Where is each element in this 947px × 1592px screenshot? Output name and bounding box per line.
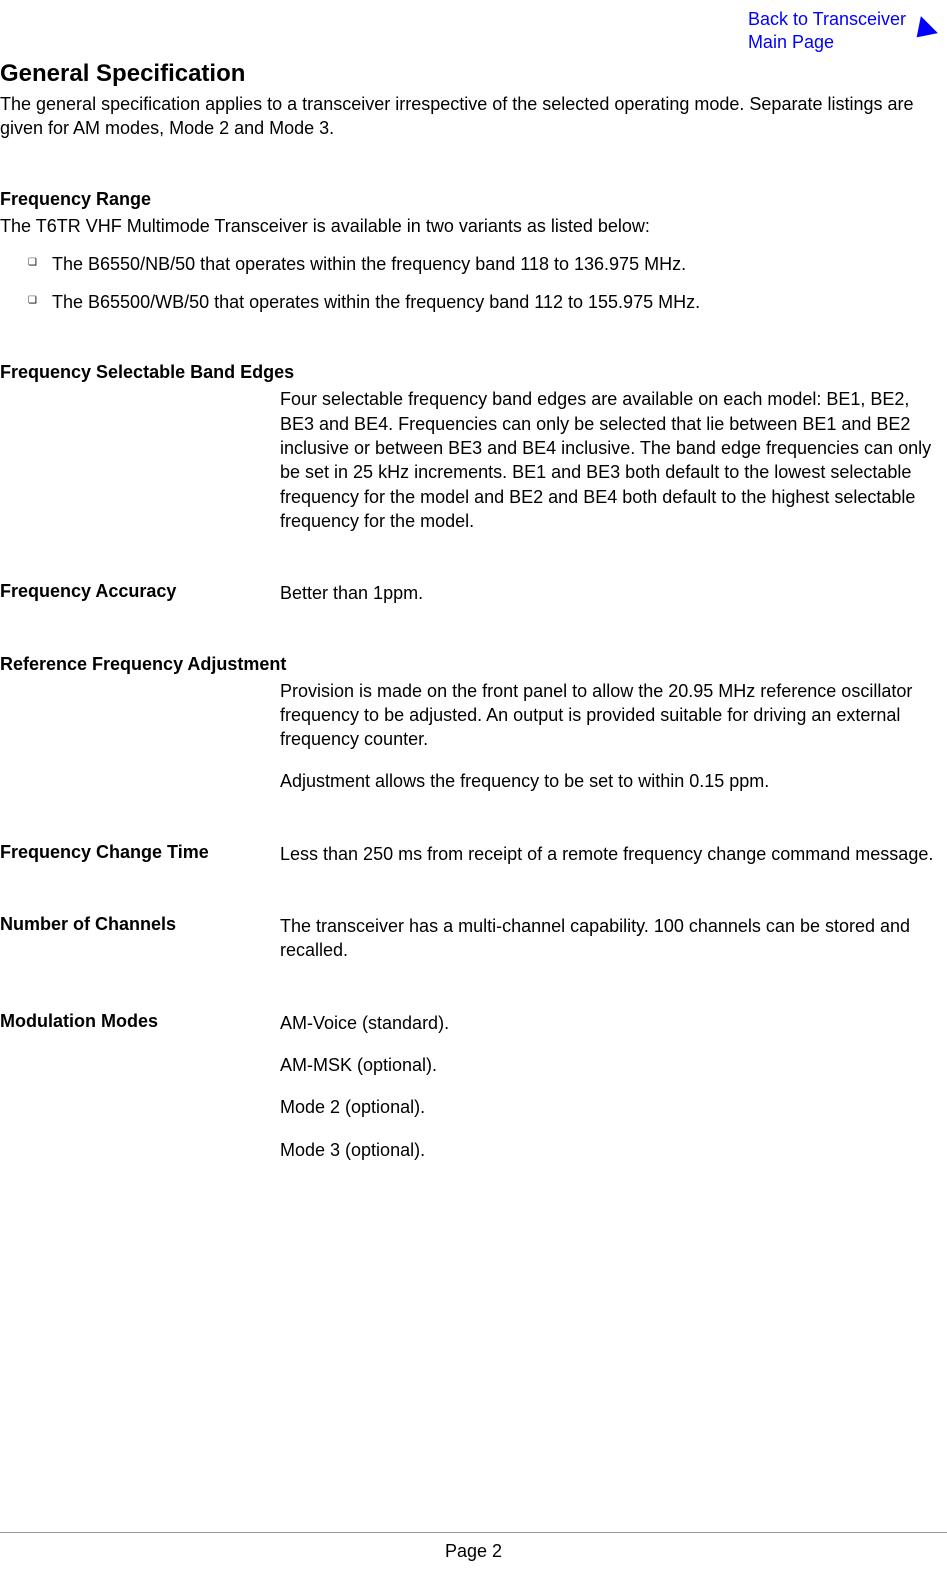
freq-change-heading: Frequency Change Time	[0, 842, 280, 866]
page-title: General Specification	[0, 60, 947, 88]
list-item: The B6550/NB/50 that operates within the…	[0, 252, 947, 276]
section-ref-freq-adj: Reference Frequency Adjustment Provision…	[0, 654, 947, 794]
freq-change-text: Less than 250 ms from receipt of a remot…	[280, 842, 947, 866]
ref-freq-text1: Provision is made on the front panel to …	[280, 679, 947, 752]
freq-change-body: Less than 250 ms from receipt of a remot…	[280, 842, 947, 866]
band-edges-text: Four selectable frequency band edges are…	[280, 387, 947, 533]
band-edges-heading: Frequency Selectable Band Edges	[0, 362, 947, 383]
section-modulation: Modulation Modes AM-Voice (standard). AM…	[0, 1011, 947, 1162]
channels-text: The transceiver has a multi-channel capa…	[280, 914, 947, 963]
section-freq-accuracy: Frequency Accuracy Better than 1ppm.	[0, 581, 947, 605]
intro-paragraph: The general specification applies to a t…	[0, 92, 947, 141]
modulation-mode-3: Mode 2 (optional).	[280, 1095, 947, 1119]
freq-range-heading: Frequency Range	[0, 189, 947, 210]
section-channels: Number of Channels The transceiver has a…	[0, 914, 947, 963]
freq-accuracy-heading: Frequency Accuracy	[0, 581, 280, 605]
ref-freq-heading: Reference Frequency Adjustment	[0, 654, 947, 675]
page-content: General Specification The general specif…	[0, 0, 947, 1162]
back-to-transceiver-link[interactable]: Back to Transceiver Main Page	[748, 8, 906, 55]
channels-body: The transceiver has a multi-channel capa…	[280, 914, 947, 963]
freq-range-list: The B6550/NB/50 that operates within the…	[0, 252, 947, 315]
section-band-edges: Frequency Selectable Band Edges Four sel…	[0, 362, 947, 533]
modulation-body: AM-Voice (standard). AM-MSK (optional). …	[280, 1011, 947, 1162]
page-number: Page 2	[445, 1541, 502, 1561]
freq-range-intro: The T6TR VHF Multimode Transceiver is av…	[0, 214, 947, 238]
section-frequency-range: Frequency Range The T6TR VHF Multimode T…	[0, 189, 947, 315]
modulation-mode-1: AM-Voice (standard).	[280, 1011, 947, 1035]
channels-heading: Number of Channels	[0, 914, 280, 963]
modulation-mode-2: AM-MSK (optional).	[280, 1053, 947, 1077]
list-item: The B65500/WB/50 that operates within th…	[0, 290, 947, 314]
back-link-container: Back to Transceiver Main Page	[748, 8, 932, 55]
back-link-line2: Main Page	[748, 32, 834, 52]
freq-accuracy-body: Better than 1ppm.	[280, 581, 947, 605]
modulation-heading: Modulation Modes	[0, 1011, 280, 1162]
freq-accuracy-text: Better than 1ppm.	[280, 581, 947, 605]
section-freq-change: Frequency Change Time Less than 250 ms f…	[0, 842, 947, 866]
ref-freq-body: Provision is made on the front panel to …	[280, 679, 947, 794]
band-edges-body: Four selectable frequency band edges are…	[280, 387, 947, 533]
ref-freq-text2: Adjustment allows the frequency to be se…	[280, 769, 947, 793]
back-link-line1: Back to Transceiver	[748, 9, 906, 29]
modulation-mode-4: Mode 3 (optional).	[280, 1138, 947, 1162]
page-footer: Page 2	[0, 1532, 947, 1562]
